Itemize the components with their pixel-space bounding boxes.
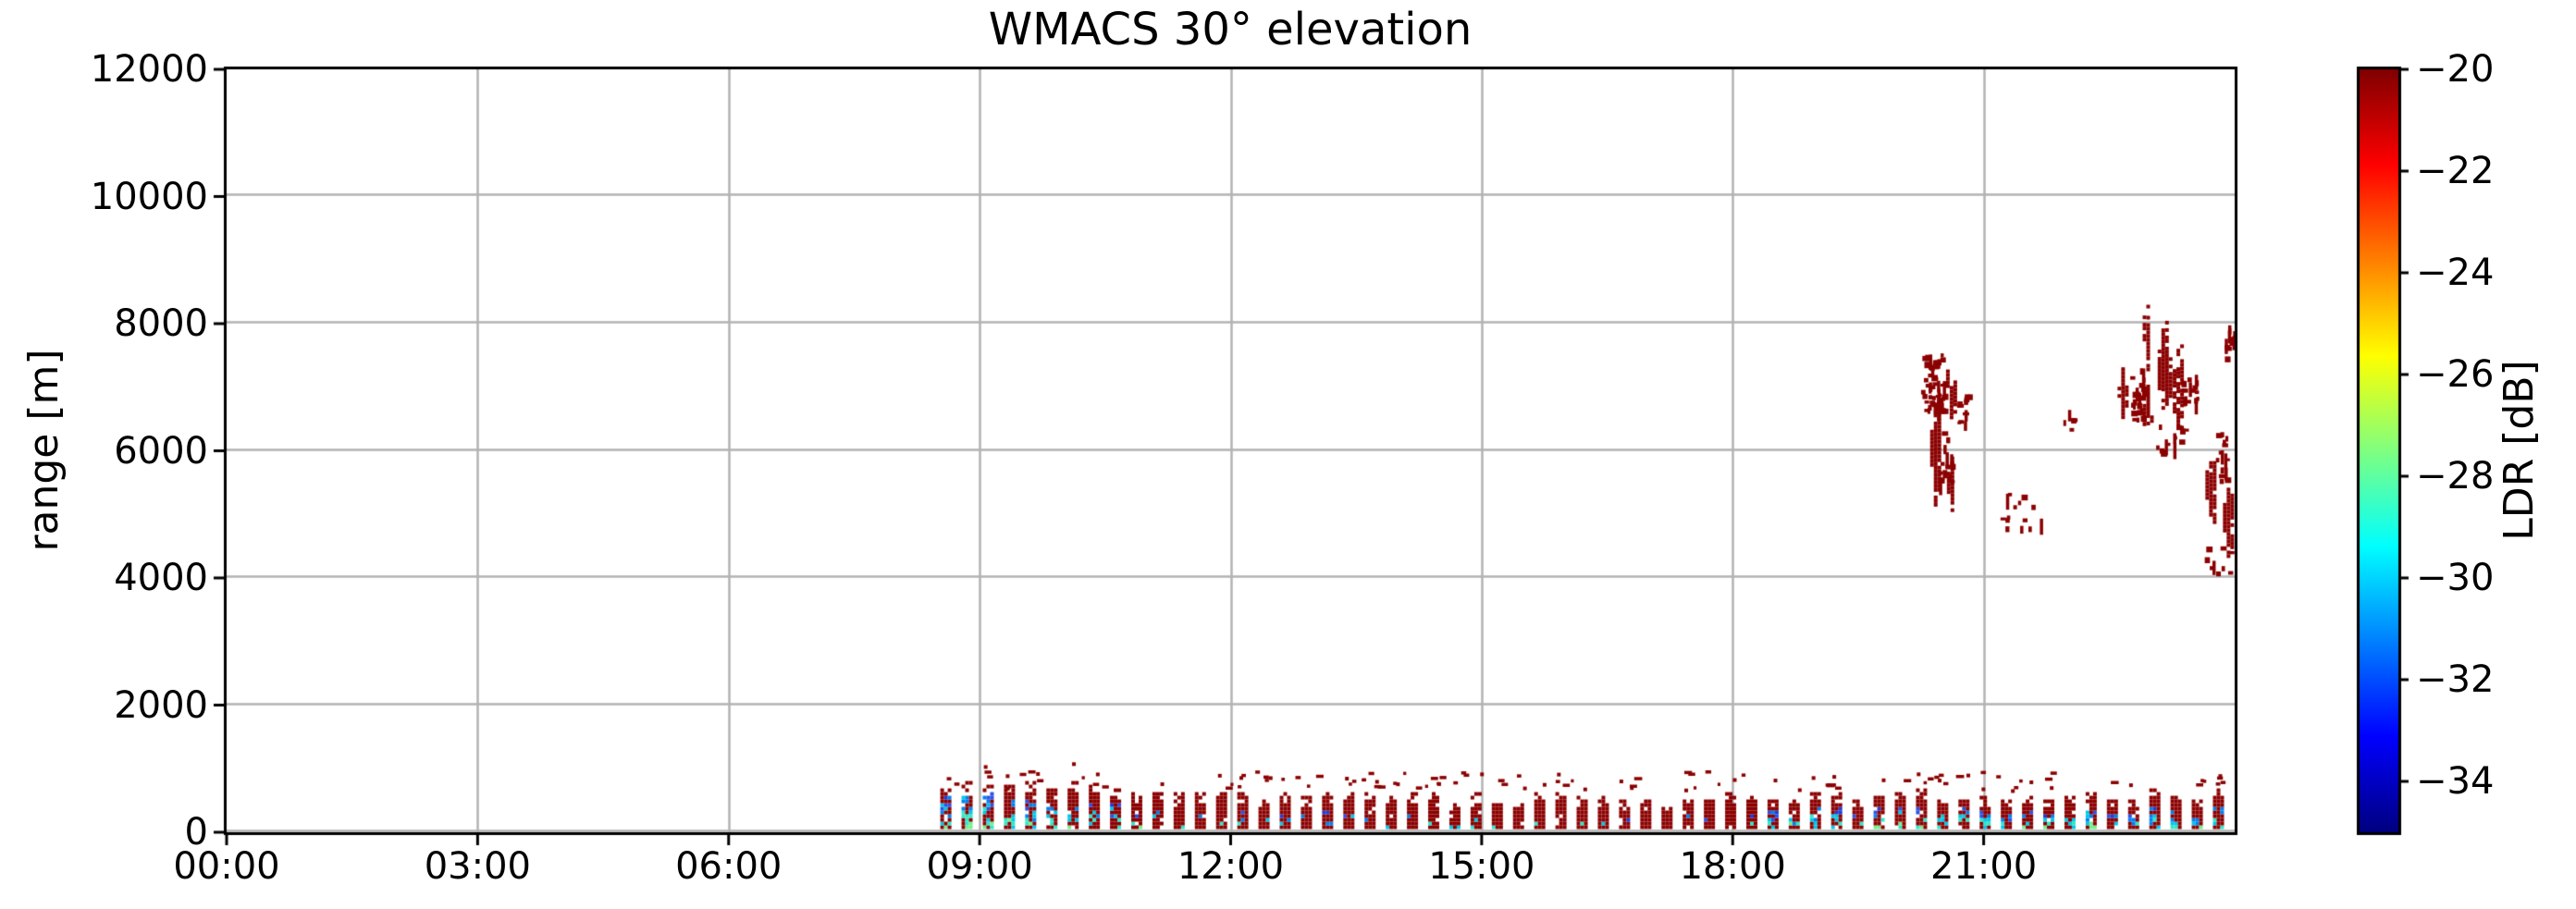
colorbar-tick-label: −22 [2416, 150, 2495, 192]
x-tick-label: 06:00 [675, 845, 783, 888]
colorbar-tick-label: −24 [2416, 252, 2495, 294]
y-tick-label: 4000 [114, 557, 208, 599]
y-tick-label: 0 [184, 811, 208, 854]
y-tick-label: 8000 [114, 302, 208, 345]
x-tick-label: 21:00 [1929, 845, 2038, 888]
colorbar-tick-label: −34 [2416, 760, 2495, 803]
colorbar-tick-label: −20 [2416, 48, 2495, 91]
x-tick-label: 18:00 [1679, 845, 1786, 888]
x-tick-label: 15:00 [1428, 845, 1535, 888]
colorbar-tick-label: −26 [2416, 353, 2495, 396]
y-tick-label: 10000 [90, 175, 208, 218]
y-tick-label: 2000 [114, 683, 208, 727]
colorbar-tick-label: −28 [2416, 455, 2495, 497]
x-tick-label: 00:00 [173, 845, 280, 888]
y-tick-label: 6000 [114, 429, 208, 473]
x-tick-label: 09:00 [926, 845, 1033, 888]
colorbar-tick-label: −32 [2416, 658, 2495, 701]
x-tick-label: 03:00 [424, 845, 532, 888]
colorbar-label: LDR [dB] [2496, 360, 2543, 541]
colorbar-tick-label: −30 [2416, 557, 2495, 599]
y-tick-label: 12000 [90, 48, 208, 91]
chart-title: WMACS 30° elevation [988, 4, 1473, 55]
x-tick-label: 12:00 [1177, 845, 1285, 888]
